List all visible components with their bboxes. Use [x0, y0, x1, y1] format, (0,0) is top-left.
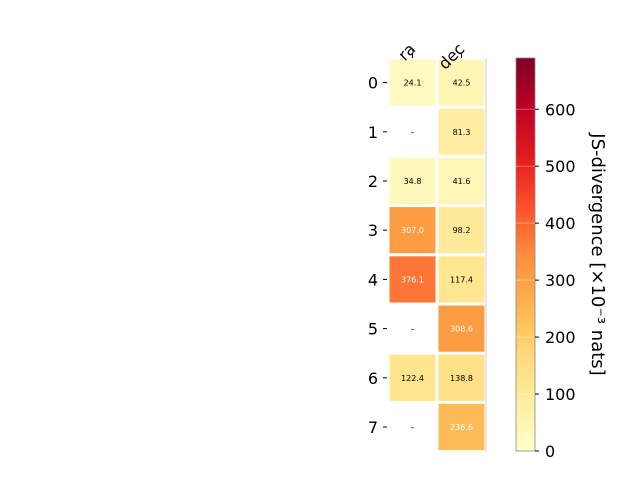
heatmap-cell: [389, 354, 436, 401]
colorbar: 0 100 200 300 400 500 600 JS-divergence [×10⁻³ …: [515, 57, 608, 461]
cell-label: 236.6: [450, 423, 473, 432]
cell-label: 308.6: [450, 325, 473, 334]
colorbar-tick-label: 600: [545, 100, 576, 119]
colorbar-label: JS-divergence [×10⁻³ nats]: [587, 132, 608, 375]
heatmap-cell: [389, 207, 436, 254]
y-tick-label: 4: [368, 270, 378, 289]
colorbar-tick-label: 0: [545, 442, 555, 461]
heatmap-cell: [438, 403, 485, 451]
colorbar-gradient: [515, 57, 536, 452]
cell-label: 98.2: [453, 226, 471, 235]
heatmap-cell: [389, 157, 436, 205]
heatmap-cell: [438, 256, 485, 303]
cell-label: 81.3: [453, 128, 471, 137]
y-tick-label: 3: [368, 221, 378, 240]
colorbar-tick-label: 100: [545, 385, 576, 404]
colorbar-tick-label: 200: [545, 328, 576, 347]
heatmap-cells: 24.1 42.5 – 81.3 34.8 41.6 307.0 98.2 376.1 117.4…: [389, 59, 485, 451]
heatmap-cell: [438, 305, 485, 352]
heatmap-cell: [438, 354, 485, 401]
heatmap-cell: [438, 207, 485, 254]
y-tick-label: 5: [368, 320, 378, 339]
heatmap-cell: [438, 157, 485, 205]
cell-label: 34.8: [404, 177, 422, 186]
y-tick-label: 2: [368, 172, 378, 191]
cell-label: –: [411, 423, 415, 432]
cell-label: 24.1: [404, 79, 422, 88]
y-tick-label: 1: [368, 123, 378, 142]
cell-label: –: [411, 325, 415, 334]
colorbar-tick-label: 400: [545, 214, 576, 233]
cell-label: 41.6: [453, 177, 471, 186]
heatmap-cell: [389, 59, 436, 106]
heatmap-cell: [438, 59, 485, 106]
cell-label: 138.8: [450, 374, 473, 383]
y-tick-label: 6: [368, 369, 378, 388]
y-tick-label: 7: [368, 418, 378, 437]
cell-label: –: [411, 128, 415, 137]
heatmap-cell: [438, 108, 485, 155]
cell-label: 307.0: [401, 226, 424, 235]
cell-label: 117.4: [450, 275, 473, 284]
heatmap-cell: [389, 256, 436, 303]
cell-label: 42.5: [453, 79, 471, 88]
y-tick-label: 0: [368, 74, 378, 93]
colorbar-tick-label: 300: [545, 271, 576, 290]
colorbar-tick-label: 500: [545, 157, 576, 176]
cell-label: 122.4: [401, 374, 424, 383]
cell-label: 376.1: [401, 275, 424, 284]
